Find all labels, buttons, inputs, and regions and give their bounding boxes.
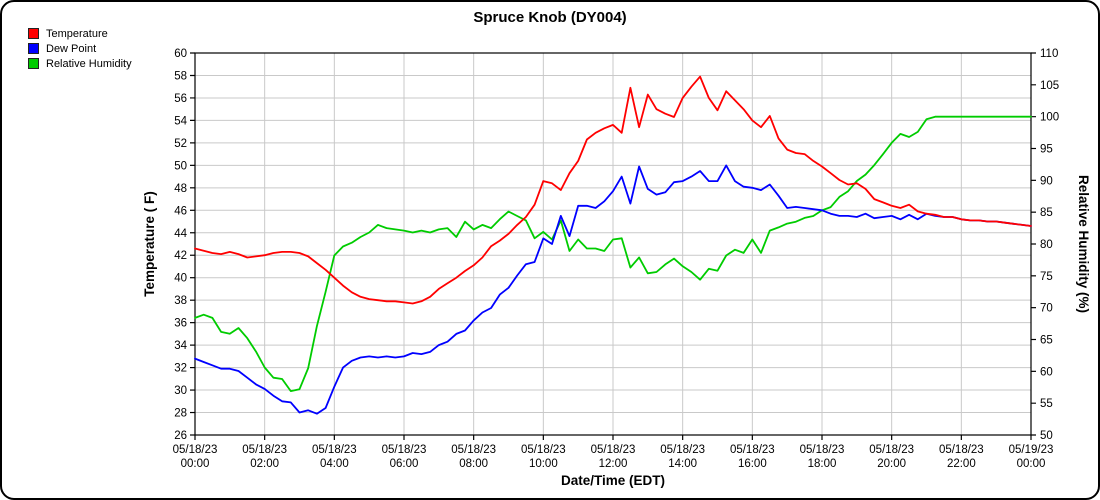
legend-label-temperature: Temperature [46,27,108,40]
svg-text:110: 110 [1040,48,1058,60]
svg-text:55: 55 [1040,398,1053,410]
svg-text:58: 58 [174,70,187,82]
y-left-axis-title: Temperature ( F) [142,191,157,297]
svg-text:100: 100 [1040,112,1059,124]
svg-text:05/18/23: 05/18/23 [312,444,357,456]
svg-text:56: 56 [174,93,187,105]
svg-text:05/18/23: 05/18/23 [242,444,287,456]
legend-label-relative-humidity: Relative Humidity [46,57,132,70]
legend-swatch-temperature-icon [28,28,39,39]
svg-text:95: 95 [1040,144,1053,156]
svg-text:46: 46 [174,205,187,217]
svg-text:70: 70 [1040,303,1053,315]
svg-text:08:00: 08:00 [459,458,488,470]
svg-text:20:00: 20:00 [877,458,906,470]
svg-text:05/18/23: 05/18/23 [800,444,845,456]
svg-text:50: 50 [1040,430,1053,442]
svg-text:50: 50 [174,160,187,172]
svg-text:36: 36 [174,318,187,330]
svg-text:05/18/23: 05/18/23 [173,444,218,456]
svg-text:05/18/23: 05/18/23 [730,444,775,456]
svg-text:38: 38 [174,295,187,307]
svg-text:16:00: 16:00 [738,458,767,470]
x-axis-title: Date/Time (EDT) [561,473,665,488]
svg-text:05/18/23: 05/18/23 [869,444,914,456]
svg-text:90: 90 [1040,175,1053,187]
svg-text:05/18/23: 05/18/23 [521,444,566,456]
svg-text:52: 52 [174,138,187,150]
svg-text:28: 28 [174,408,187,420]
svg-text:48: 48 [174,183,187,195]
svg-text:105: 105 [1040,80,1059,92]
y-right-axis-title: Relative Humidity (%) [1076,175,1091,313]
svg-text:26: 26 [174,430,187,442]
legend-label-dew-point: Dew Point [46,42,97,55]
series-line-temperature [194,75,1032,305]
svg-text:34: 34 [174,340,187,352]
svg-text:12:00: 12:00 [599,458,628,470]
svg-text:00:00: 00:00 [181,458,210,470]
svg-text:05/19/23: 05/19/23 [1009,444,1054,456]
svg-text:30: 30 [174,385,187,397]
chart-legend: Temperature Dew Point Relative Humidity [28,26,132,71]
svg-text:65: 65 [1040,335,1053,347]
svg-text:05/18/23: 05/18/23 [939,444,984,456]
svg-text:54: 54 [174,115,187,127]
svg-text:10:00: 10:00 [529,458,558,470]
svg-text:05/18/23: 05/18/23 [591,444,636,456]
legend-item-relative-humidity: Relative Humidity [28,56,132,71]
svg-text:05/18/23: 05/18/23 [660,444,705,456]
svg-text:40: 40 [174,273,187,285]
svg-text:18:00: 18:00 [808,458,837,470]
legend-swatch-relative-humidity-icon [28,58,39,69]
svg-text:02:00: 02:00 [250,458,279,470]
svg-text:32: 32 [174,363,187,375]
svg-text:04:00: 04:00 [320,458,349,470]
svg-text:22:00: 22:00 [947,458,976,470]
svg-text:75: 75 [1040,271,1053,283]
chart-title: Spruce Knob (DY004) [473,9,627,26]
svg-text:42: 42 [174,250,187,262]
legend-swatch-dew-point-icon [28,43,39,54]
svg-text:60: 60 [174,48,187,60]
svg-text:85: 85 [1040,207,1053,219]
series-line-dew-point [194,164,1032,415]
svg-text:00:00: 00:00 [1017,458,1046,470]
svg-text:44: 44 [174,228,187,240]
svg-text:14:00: 14:00 [668,458,697,470]
svg-text:05/18/23: 05/18/23 [382,444,427,456]
svg-text:80: 80 [1040,239,1053,251]
legend-item-temperature: Temperature [28,26,132,41]
legend-item-dew-point: Dew Point [28,41,132,56]
svg-text:06:00: 06:00 [390,458,419,470]
svg-text:60: 60 [1040,366,1053,378]
series-line-relative-humidity [194,115,1032,393]
svg-text:05/18/23: 05/18/23 [451,444,496,456]
